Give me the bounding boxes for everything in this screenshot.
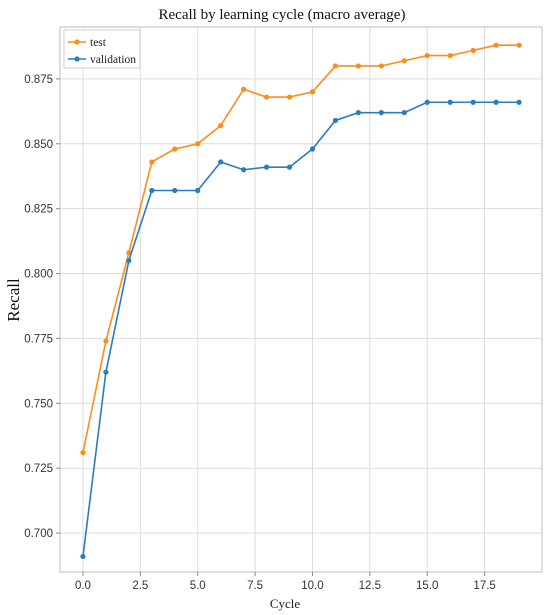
data-point-validation [309, 146, 316, 152]
legend-label-test: test [90, 37, 107, 49]
y-tick-label: 0.750 [24, 398, 53, 410]
data-point-test [149, 159, 155, 165]
data-point-validation [149, 187, 155, 194]
data-point-test [286, 94, 293, 100]
data-point-test [424, 52, 430, 59]
data-point-test [401, 58, 407, 64]
data-point-validation [263, 164, 270, 170]
legend-label-validation: validation [90, 54, 136, 66]
x-tick-label: 15.0 [416, 580, 438, 592]
plot-frame [59, 26, 543, 573]
legend-marker-test [74, 39, 80, 45]
x-tick-label: 7.5 [247, 580, 263, 592]
data-point-test [309, 89, 316, 95]
data-point-test [355, 63, 361, 69]
data-point-validation [355, 110, 361, 116]
data-point-test [241, 86, 247, 92]
y-tick-label: 0.725 [24, 463, 53, 475]
y-tick-label: 0.825 [24, 204, 53, 216]
legend-marker-validation [74, 56, 80, 62]
data-point-validation [103, 369, 109, 375]
data-point-validation [241, 167, 247, 173]
data-point-test [332, 63, 339, 69]
y-tick-label: 0.800 [24, 269, 53, 281]
data-point-validation [378, 110, 384, 116]
plot-background [60, 27, 542, 572]
y-tick-label: 0.775 [24, 333, 53, 345]
y-axis-label: Recall [4, 278, 23, 322]
data-point-test [195, 141, 201, 147]
y-tick-label: 0.850 [24, 139, 53, 151]
x-tick-label: 17.5 [473, 580, 495, 592]
data-point-validation [126, 257, 132, 264]
data-point-test [80, 450, 86, 456]
legend-box [63, 29, 141, 69]
x-axis-label: Cycle [270, 596, 301, 611]
data-point-test [103, 338, 109, 344]
legend: test validation [63, 29, 141, 69]
x-tick-label: 2.5 [132, 580, 148, 592]
x-tick-label: 12.5 [359, 580, 381, 592]
data-point-validation [401, 110, 407, 116]
data-point-validation [286, 164, 293, 170]
data-point-validation [195, 187, 201, 194]
plot-area: 0.0 2.5 5.0 7.5 10.0 12.5 15.0 17.5 0.700 0.725 0.… [24, 26, 543, 592]
data-point-validation [424, 99, 430, 105]
chart-title: Recall by learning cycle (macro average) [159, 7, 406, 23]
data-point-test [516, 42, 522, 48]
data-point-validation [447, 99, 453, 105]
data-point-validation [493, 99, 499, 105]
data-point-test [263, 94, 270, 100]
data-point-validation [218, 159, 224, 165]
data-point-validation [332, 117, 339, 124]
data-point-validation [80, 553, 86, 560]
data-point-test [470, 47, 476, 53]
series-line-test [82, 44, 520, 453]
x-tick-label: 10.0 [301, 580, 323, 592]
data-point-test [378, 63, 384, 69]
y-tick-label: 0.700 [24, 528, 53, 540]
data-point-test [172, 146, 178, 152]
data-point-validation [470, 99, 476, 105]
y-tick-label: 0.875 [24, 74, 53, 86]
x-tick-label: 5.0 [190, 580, 206, 592]
data-point-test [218, 123, 224, 129]
data-point-test [493, 42, 499, 48]
data-point-validation [516, 99, 522, 105]
series-line-validation [82, 101, 520, 557]
x-tick-label: 0.0 [75, 580, 91, 592]
data-point-validation [172, 187, 178, 194]
data-point-test [447, 52, 453, 59]
